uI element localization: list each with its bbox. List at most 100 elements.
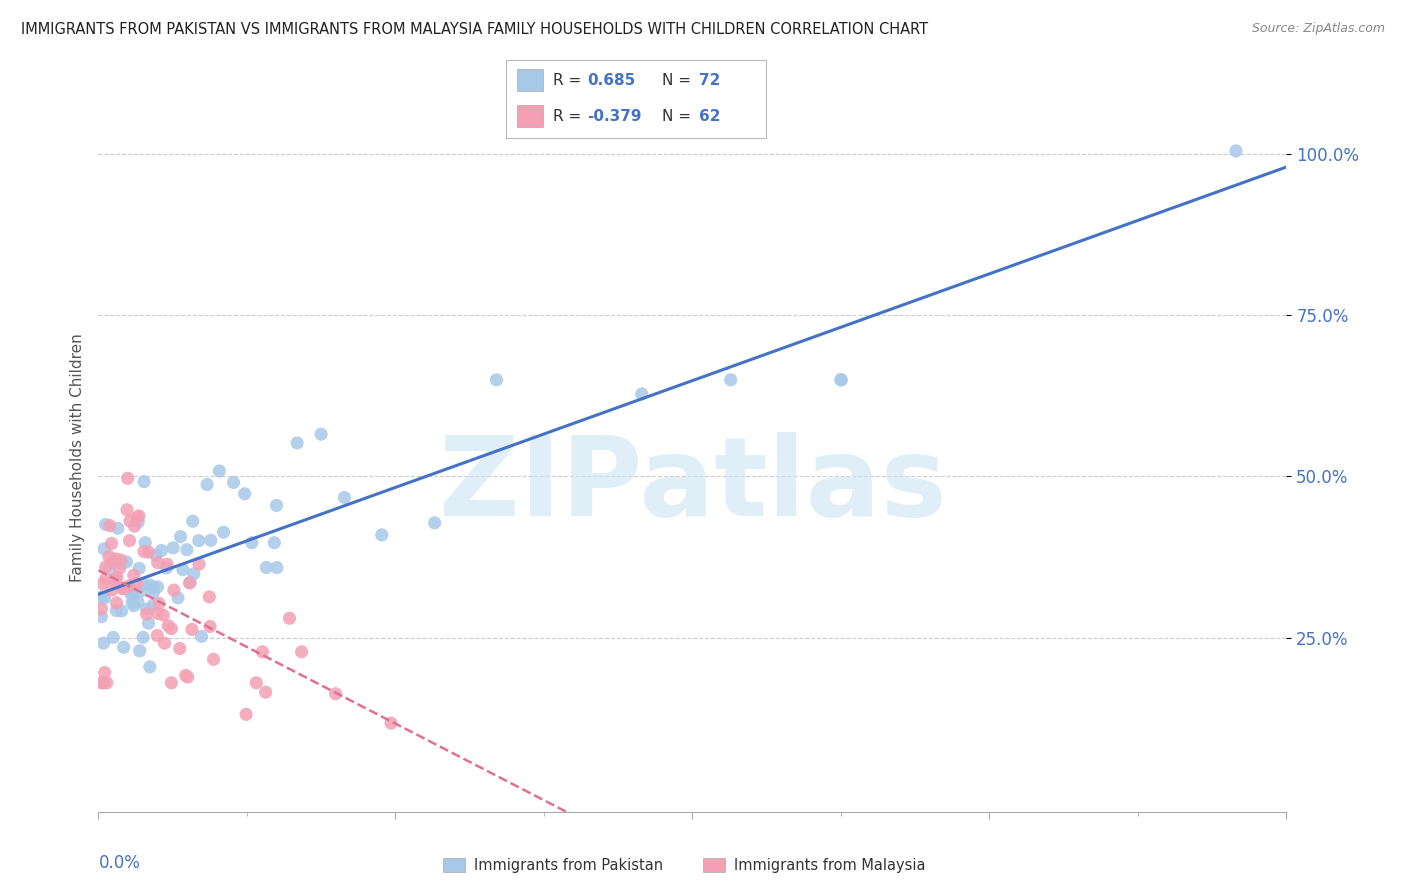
Point — [93, 636, 115, 650]
Point — [90, 675, 112, 690]
Point — [97, 549, 120, 564]
Point — [115, 503, 138, 517]
Point — [245, 675, 267, 690]
Point — [145, 549, 167, 563]
Point — [135, 607, 157, 621]
Point — [103, 573, 125, 587]
Point — [104, 572, 127, 586]
Point — [108, 561, 131, 575]
Point — [291, 645, 314, 659]
Y-axis label: Family Households with Children: Family Households with Children — [69, 333, 84, 582]
Point — [148, 596, 170, 610]
Point — [101, 555, 124, 569]
Point — [93, 591, 115, 605]
Point — [128, 561, 150, 575]
Point — [212, 525, 235, 540]
Point — [172, 563, 194, 577]
Point — [111, 557, 134, 571]
Point — [240, 535, 263, 549]
Point — [132, 544, 155, 558]
Point — [252, 645, 274, 659]
Point — [122, 599, 145, 613]
Point — [142, 581, 165, 595]
Point — [98, 518, 121, 533]
Point — [118, 533, 141, 548]
Point — [122, 568, 145, 582]
Point — [120, 586, 142, 600]
Point — [128, 644, 150, 658]
Point — [93, 665, 115, 680]
Point — [105, 596, 128, 610]
Point — [190, 630, 212, 644]
Point — [122, 591, 145, 605]
Point — [91, 675, 114, 690]
Point — [134, 535, 156, 549]
Point — [720, 373, 742, 387]
Point — [124, 519, 146, 533]
Point — [94, 560, 117, 574]
Point — [139, 578, 162, 592]
Point — [333, 491, 356, 505]
Text: Immigrants from Malaysia: Immigrants from Malaysia — [734, 858, 925, 872]
Point — [198, 619, 221, 633]
Point — [266, 560, 288, 574]
Point — [107, 521, 129, 535]
Point — [187, 533, 209, 548]
Point — [127, 595, 149, 609]
Point — [157, 618, 180, 632]
Point — [94, 572, 117, 586]
Point — [132, 475, 155, 489]
Point — [162, 541, 184, 555]
Text: IMMIGRANTS FROM PAKISTAN VS IMMIGRANTS FROM MALAYSIA FAMILY HOUSEHOLDS WITH CHIL: IMMIGRANTS FROM PAKISTAN VS IMMIGRANTS F… — [21, 22, 928, 37]
Point — [233, 487, 256, 501]
Point — [110, 553, 132, 567]
Point — [146, 556, 169, 570]
Point — [630, 387, 652, 401]
Point — [155, 561, 177, 575]
Point — [127, 510, 149, 524]
Bar — [516, 105, 543, 128]
Point — [111, 604, 134, 618]
Point — [94, 517, 117, 532]
Point — [176, 670, 198, 684]
Text: 72: 72 — [699, 72, 720, 87]
Point — [132, 631, 155, 645]
Point — [208, 464, 231, 478]
Point — [111, 582, 134, 596]
Text: 0.685: 0.685 — [586, 72, 636, 87]
Point — [121, 584, 143, 599]
Text: N =: N = — [662, 109, 696, 124]
Point — [176, 542, 198, 557]
Point — [138, 545, 160, 559]
Point — [142, 585, 165, 599]
Point — [112, 582, 135, 596]
Text: 62: 62 — [699, 109, 720, 124]
Point — [135, 602, 157, 616]
Point — [153, 636, 176, 650]
Point — [104, 552, 127, 566]
Point — [174, 668, 197, 682]
Point — [138, 616, 160, 631]
Point — [485, 373, 508, 387]
Point — [263, 535, 285, 549]
Point — [90, 609, 112, 624]
Point — [96, 675, 118, 690]
Point — [160, 622, 183, 636]
Point — [169, 641, 191, 656]
Point — [266, 499, 288, 513]
Point — [179, 575, 201, 590]
Text: R =: R = — [553, 72, 586, 87]
Point — [423, 516, 446, 530]
Point — [129, 583, 152, 598]
Point — [254, 560, 277, 574]
Point — [105, 570, 128, 584]
Point — [146, 580, 169, 594]
Point — [235, 707, 257, 722]
Point — [202, 652, 225, 666]
Point — [188, 558, 211, 572]
Point — [198, 590, 221, 604]
Text: R =: R = — [553, 109, 586, 124]
Point — [309, 427, 332, 442]
Point — [167, 591, 190, 605]
Point — [105, 603, 128, 617]
